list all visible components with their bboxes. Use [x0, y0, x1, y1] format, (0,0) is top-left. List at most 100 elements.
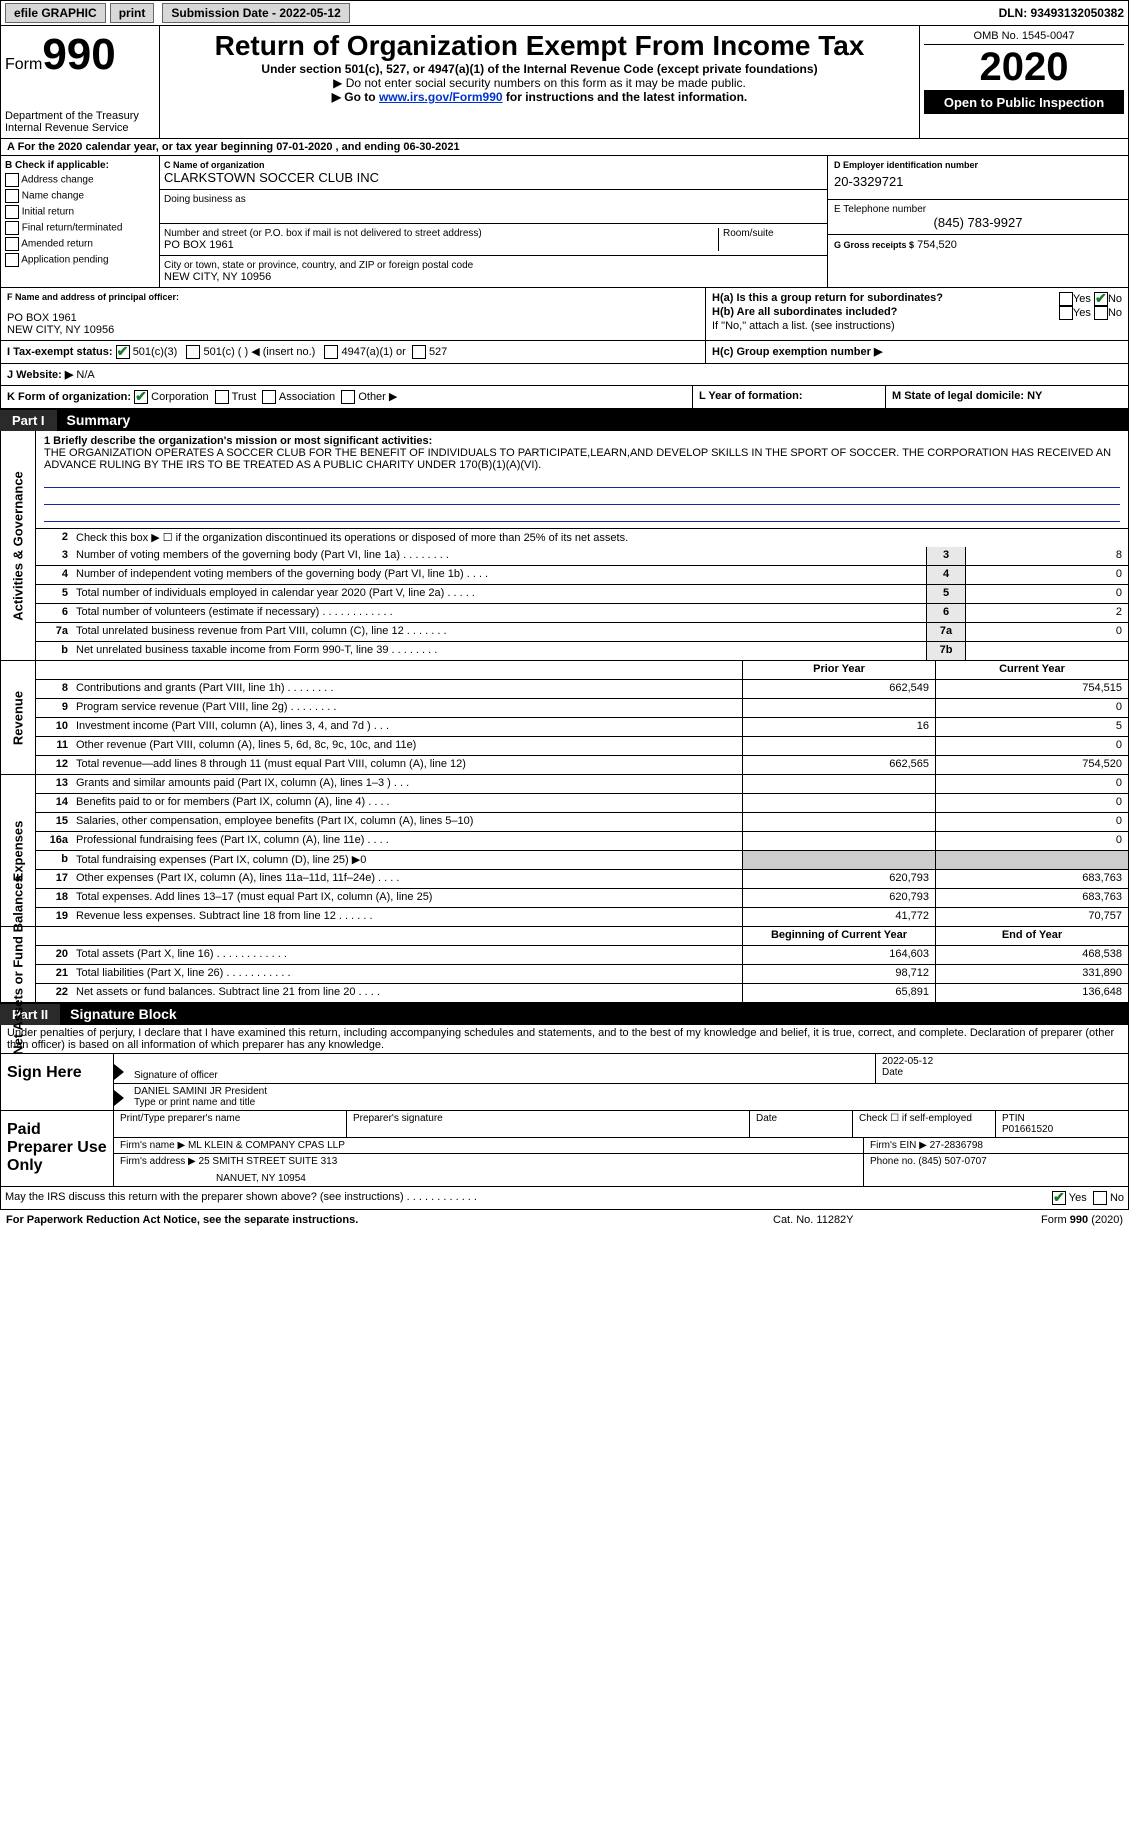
page-footer: For Paperwork Reduction Act Notice, see …: [0, 1210, 1129, 1230]
box-m-label: M State of legal domicile: NY: [892, 390, 1042, 402]
tax-year-range: A For the 2020 calendar year, or tax yea…: [1, 139, 466, 155]
prep-sig-label: Preparer's signature: [347, 1111, 750, 1137]
officer-name: DANIEL SAMINI JR President: [134, 1086, 1122, 1097]
hb-no[interactable]: [1094, 306, 1108, 320]
sig-date-label: Date: [882, 1067, 1122, 1078]
chk-trust[interactable]: [215, 390, 229, 404]
ha-no-lbl: No: [1108, 293, 1122, 305]
line-num: 12: [36, 756, 72, 774]
chk-lbl-0: Address change: [21, 175, 93, 186]
chk-4947[interactable]: [324, 345, 338, 359]
box-b-label: B Check if applicable:: [5, 160, 155, 171]
ptin-value: P01661520: [1002, 1124, 1122, 1135]
prior-year-value: 65,891: [742, 984, 935, 1002]
line-num: 4: [36, 566, 72, 584]
box-k-label: K Form of organization:: [7, 391, 131, 403]
chk-527[interactable]: [412, 345, 426, 359]
check-self-employed[interactable]: Check ☐ if self-employed: [853, 1111, 996, 1137]
form-title: Return of Organization Exempt From Incom…: [164, 30, 915, 62]
prior-year-value: 164,603: [742, 946, 935, 964]
prior-year-value: [742, 813, 935, 831]
mission-text: THE ORGANIZATION OPERATES A SOCCER CLUB …: [44, 447, 1111, 471]
line-text: Total revenue—add lines 8 through 11 (mu…: [72, 756, 742, 774]
pra-notice: For Paperwork Reduction Act Notice, see …: [6, 1214, 773, 1226]
line-num: 14: [36, 794, 72, 812]
line-text: Number of voting members of the governin…: [72, 547, 926, 565]
chk-amended[interactable]: Amended return: [5, 237, 155, 251]
chk-501c[interactable]: [186, 345, 200, 359]
lbl-other: Other ▶: [358, 391, 397, 403]
line-text: Total number of individuals employed in …: [72, 585, 926, 603]
officer-addr1: PO BOX 1961: [7, 312, 699, 324]
box-f-label: F Name and address of principal officer:: [7, 292, 699, 302]
irs-link[interactable]: www.irs.gov/Form990: [379, 90, 503, 104]
firm-name-value: ML KLEIN & COMPANY CPAS LLP: [188, 1140, 345, 1151]
lbl-assoc: Association: [279, 391, 335, 403]
chk-final-return[interactable]: Final return/terminated: [5, 221, 155, 235]
chk-corp[interactable]: [134, 390, 148, 404]
box-j-label: J Website: ▶: [7, 369, 73, 381]
chk-initial-return[interactable]: Initial return: [5, 205, 155, 219]
hb-yes[interactable]: [1059, 306, 1073, 320]
print-button[interactable]: print: [110, 3, 155, 23]
line-value: 8: [965, 547, 1128, 565]
arrow-icon: [114, 1064, 124, 1080]
part-2-title: Signature Block: [60, 1003, 187, 1025]
hb-yes-lbl: Yes: [1073, 307, 1091, 319]
cat-number: Cat. No. 11282Y: [773, 1214, 973, 1226]
tel-label: E Telephone number: [834, 204, 1122, 215]
discuss-row: May the IRS discuss this return with the…: [0, 1187, 1129, 1210]
ha-no[interactable]: [1094, 292, 1108, 306]
ha-yes[interactable]: [1059, 292, 1073, 306]
chk-application-pending[interactable]: Application pending: [5, 253, 155, 267]
table-row: 21 Total liabilities (Part X, line 26) .…: [36, 964, 1128, 983]
line-text: Total expenses. Add lines 13–17 (must eq…: [72, 889, 742, 907]
efile-button[interactable]: efile GRAPHIC: [5, 3, 106, 23]
table-row: 3 Number of voting members of the govern…: [36, 547, 1128, 565]
table-row: 20 Total assets (Part X, line 16) . . . …: [36, 945, 1128, 964]
addr-label: Number and street (or P.O. box if mail i…: [164, 228, 718, 239]
h-c-label: H(c) Group exemption number ▶: [712, 346, 882, 358]
line-num: 15: [36, 813, 72, 831]
chk-501c3[interactable]: [116, 345, 130, 359]
table-row: 8 Contributions and grants (Part VIII, l…: [36, 679, 1128, 698]
line-num: 11: [36, 737, 72, 755]
dln-label: DLN: 93493132050382: [999, 6, 1124, 20]
ein-value: 20-3329721: [834, 174, 1122, 189]
chk-name-change[interactable]: Name change: [5, 189, 155, 203]
chk-lbl-2: Initial return: [22, 207, 74, 218]
line-text: Total liabilities (Part X, line 26) . . …: [72, 965, 742, 983]
prior-year-value: [742, 775, 935, 793]
chk-address-change[interactable]: Address change: [5, 173, 155, 187]
current-year-value: 754,520: [935, 756, 1128, 774]
form-prefix: Form: [5, 56, 42, 73]
chk-lbl-5: Application pending: [21, 255, 108, 266]
org-city: NEW CITY, NY 10956: [164, 271, 823, 283]
chk-other[interactable]: [341, 390, 355, 404]
table-row: 13 Grants and similar amounts paid (Part…: [36, 775, 1128, 793]
ha-yes-lbl: Yes: [1073, 293, 1091, 305]
line-text: Investment income (Part VIII, column (A)…: [72, 718, 742, 736]
prior-year-value: 620,793: [742, 889, 935, 907]
goto-pre: ▶ Go to: [332, 90, 379, 104]
prior-year-value: [742, 794, 935, 812]
line-value: [965, 642, 1128, 660]
line-num: 8: [36, 680, 72, 698]
line-text: Revenue less expenses. Subtract line 18 …: [72, 908, 742, 926]
line-box: 5: [926, 585, 965, 603]
sign-here-label: Sign Here: [1, 1054, 114, 1110]
discuss-yes[interactable]: [1052, 1191, 1066, 1205]
omb-number: OMB No. 1545-0047: [924, 30, 1124, 45]
line-text: Program service revenue (Part VIII, line…: [72, 699, 742, 717]
line-num: 3: [36, 547, 72, 565]
discuss-no[interactable]: [1093, 1191, 1107, 1205]
website-value: N/A: [76, 369, 94, 381]
line-num: 16a: [36, 832, 72, 850]
table-row: 5 Total number of individuals employed i…: [36, 584, 1128, 603]
chk-assoc[interactable]: [262, 390, 276, 404]
table-row: 4 Number of independent voting members o…: [36, 565, 1128, 584]
prior-year-value: 662,565: [742, 756, 935, 774]
part-1-title: Summary: [57, 409, 141, 431]
current-year-value: 683,763: [935, 870, 1128, 888]
revenue-block: Revenue Prior Year Current Year 8 Contri…: [0, 661, 1129, 775]
